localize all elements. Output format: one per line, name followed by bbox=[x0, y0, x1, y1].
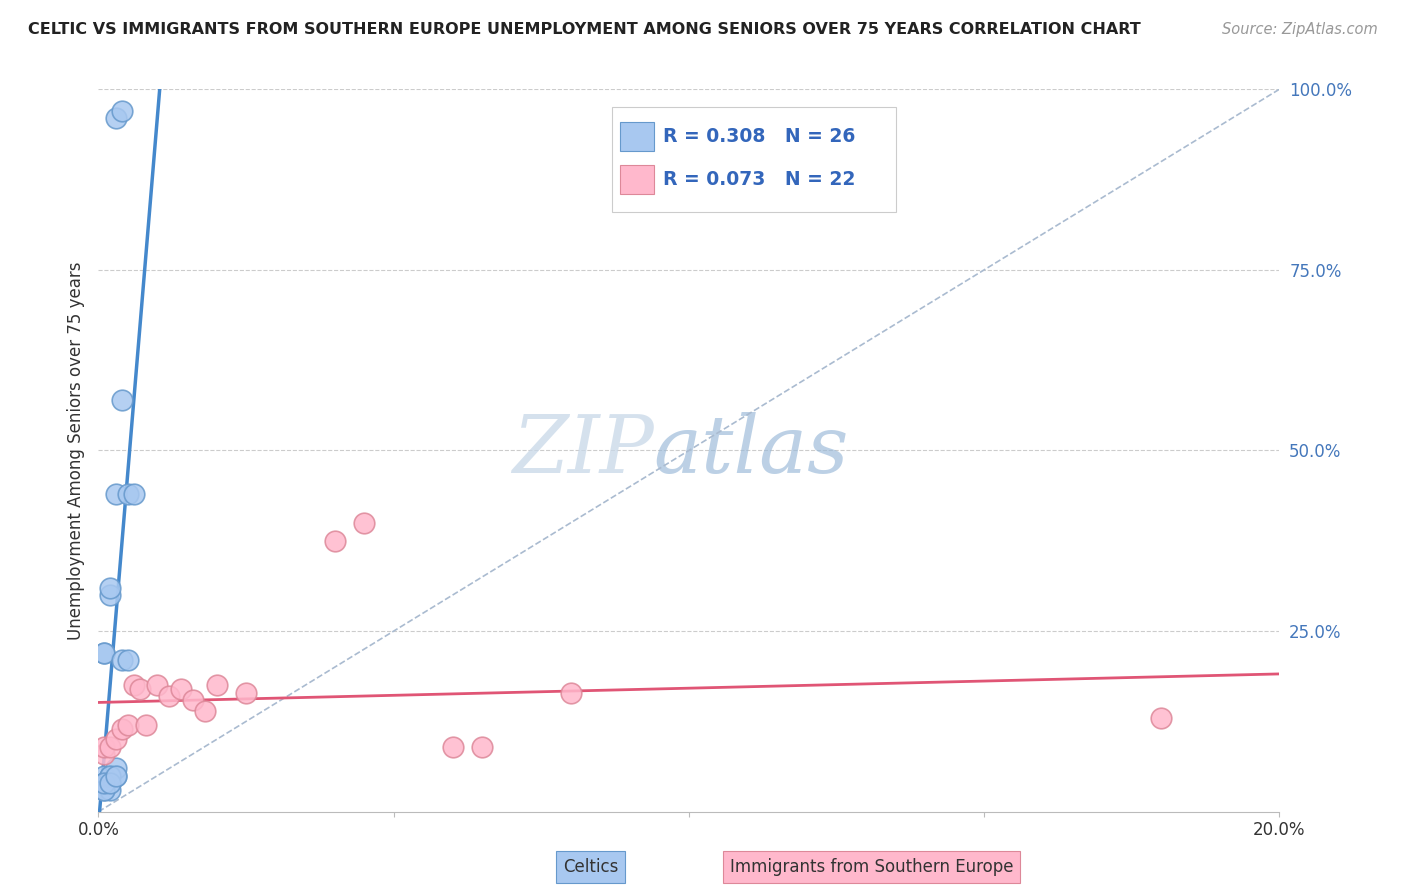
Point bbox=[93, 776, 115, 790]
Point bbox=[111, 653, 134, 667]
Point bbox=[98, 581, 121, 595]
Point bbox=[117, 487, 139, 501]
Point bbox=[205, 678, 228, 692]
Point bbox=[93, 783, 115, 797]
Point bbox=[117, 718, 139, 732]
Point bbox=[146, 678, 169, 692]
Y-axis label: Unemployment Among Seniors over 75 years: Unemployment Among Seniors over 75 years bbox=[66, 261, 84, 640]
Point bbox=[323, 533, 346, 548]
Point bbox=[93, 776, 115, 790]
Text: R = 0.308   N = 26: R = 0.308 N = 26 bbox=[664, 127, 855, 145]
Point bbox=[93, 747, 115, 761]
Point bbox=[135, 718, 157, 732]
Point bbox=[353, 516, 375, 530]
Point bbox=[122, 678, 145, 692]
Text: Celtics: Celtics bbox=[562, 858, 619, 876]
Point bbox=[111, 103, 134, 118]
Point bbox=[93, 769, 115, 783]
FancyBboxPatch shape bbox=[620, 121, 654, 151]
Point bbox=[105, 761, 128, 775]
Point bbox=[93, 783, 115, 797]
Point bbox=[98, 769, 121, 783]
Text: atlas: atlas bbox=[654, 412, 849, 489]
Point bbox=[105, 769, 128, 783]
Point bbox=[98, 776, 121, 790]
Point bbox=[93, 646, 115, 660]
Point bbox=[441, 739, 464, 754]
Point bbox=[111, 722, 134, 736]
Point bbox=[1150, 711, 1173, 725]
Point bbox=[105, 111, 128, 125]
Point bbox=[111, 392, 134, 407]
Point bbox=[235, 685, 257, 699]
Point bbox=[122, 487, 145, 501]
Point bbox=[181, 692, 204, 706]
Text: CELTIC VS IMMIGRANTS FROM SOUTHERN EUROPE UNEMPLOYMENT AMONG SENIORS OVER 75 YEA: CELTIC VS IMMIGRANTS FROM SOUTHERN EUROP… bbox=[28, 22, 1140, 37]
Point bbox=[105, 769, 128, 783]
Text: ZIP: ZIP bbox=[512, 412, 654, 489]
Point bbox=[98, 588, 121, 602]
Point bbox=[93, 739, 115, 754]
Text: Immigrants from Southern Europe: Immigrants from Southern Europe bbox=[730, 858, 1014, 876]
Point bbox=[471, 739, 494, 754]
FancyBboxPatch shape bbox=[612, 107, 896, 212]
FancyBboxPatch shape bbox=[620, 165, 654, 194]
Text: R = 0.073   N = 22: R = 0.073 N = 22 bbox=[664, 170, 855, 189]
Point bbox=[98, 783, 121, 797]
Point bbox=[98, 776, 121, 790]
Point bbox=[93, 646, 115, 660]
Point bbox=[157, 689, 180, 703]
Point bbox=[105, 732, 128, 747]
Point bbox=[117, 653, 139, 667]
Point bbox=[105, 487, 128, 501]
Point bbox=[194, 704, 217, 718]
Text: Source: ZipAtlas.com: Source: ZipAtlas.com bbox=[1222, 22, 1378, 37]
Point bbox=[98, 769, 121, 783]
Point bbox=[128, 681, 150, 696]
Point bbox=[560, 685, 582, 699]
Point bbox=[170, 681, 193, 696]
Point bbox=[93, 776, 115, 790]
Point bbox=[98, 739, 121, 754]
